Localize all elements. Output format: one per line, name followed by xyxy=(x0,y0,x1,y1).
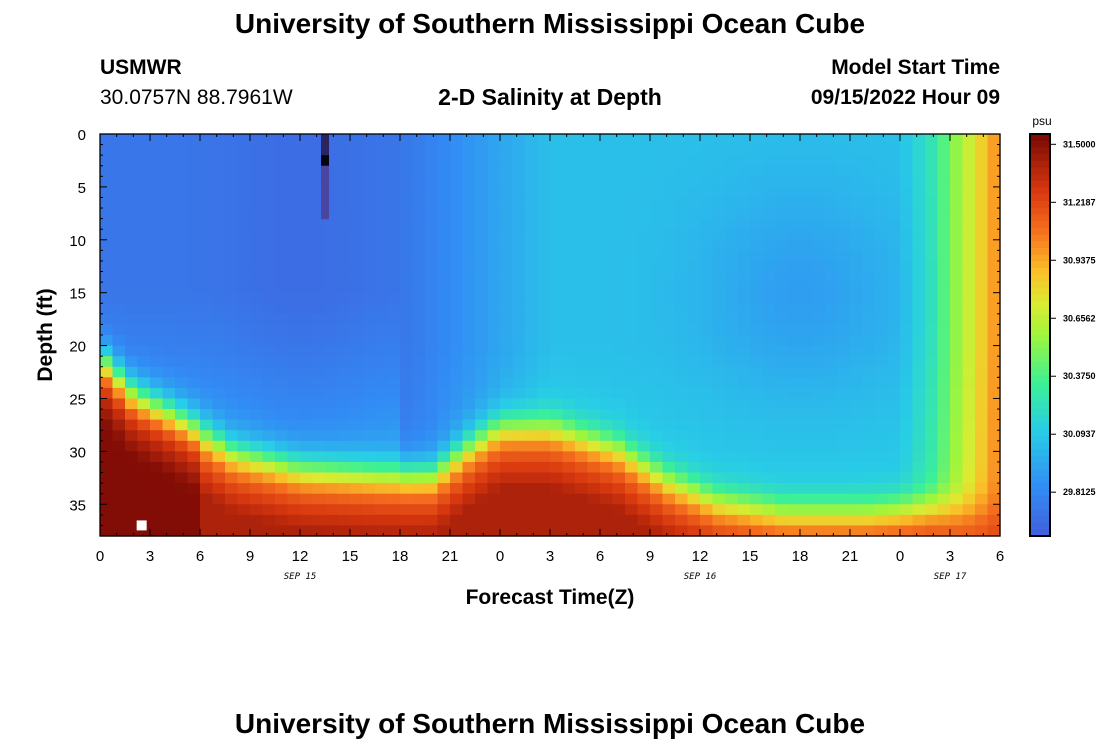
x-axis-date-labels: SEP 15 SEP 16 SEP 17 xyxy=(284,572,967,582)
x-tick-label: 9 xyxy=(646,548,654,565)
x-tick-label: 6 xyxy=(196,548,204,565)
y-axis-ticks xyxy=(100,133,1000,537)
y-tick-label: 0 xyxy=(78,127,86,144)
y-axis-label: Depth (ft) xyxy=(34,288,57,381)
x-tick-label: 15 xyxy=(742,548,759,565)
x-tick-label: 3 xyxy=(546,548,554,565)
y-tick-label: 15 xyxy=(69,286,86,303)
x-tick-label: 15 xyxy=(342,548,359,565)
colorbar-tick-label: 31.5000 xyxy=(1063,139,1096,149)
x-tick-label: 3 xyxy=(146,548,154,565)
anomaly-cell xyxy=(321,186,329,199)
anomaly-cell xyxy=(321,155,329,167)
salinity-heatmap-chart: 0 3 6 9 12 15 18 21 0 3 6 9 12 15 18 21 0 3 6 0 5 10 15 20 25 30… xyxy=(34,114,1096,609)
x-axis-ticks xyxy=(99,134,1001,536)
x-tick-label: 18 xyxy=(792,548,809,565)
colorbar-unit: psu xyxy=(1032,114,1051,128)
colorbar-tick-label: 30.3750 xyxy=(1063,371,1096,381)
y-axis-tick-labels: 0 5 10 15 20 25 30 35 xyxy=(69,127,86,514)
x-date-label: SEP 16 xyxy=(684,572,717,582)
x-axis-tick-labels: 0 3 6 9 12 15 18 21 0 3 6 9 12 15 18 21 0 3 6 xyxy=(96,548,1004,565)
x-tick-label: 12 xyxy=(292,548,309,565)
y-tick-label: 10 xyxy=(69,233,86,250)
y-tick-label: 30 xyxy=(69,444,86,461)
model-start-value: 09/15/2022 Hour 09 xyxy=(810,86,1000,109)
colorbar-frame xyxy=(1029,133,1051,537)
anomaly-cell xyxy=(321,144,329,156)
anomaly-cell xyxy=(321,208,329,220)
colorbar-tick-label: 31.2187 xyxy=(1063,197,1096,207)
chart-subtitle: 2-D Salinity at Depth xyxy=(438,84,662,110)
x-tick-label: 0 xyxy=(96,548,104,565)
y-tick-label: 35 xyxy=(69,497,86,514)
anomaly-cell xyxy=(321,176,329,188)
colorbar-gradient xyxy=(1030,134,1050,537)
x-tick-label: 9 xyxy=(246,548,254,565)
page-title: University of Southern Mississippi Ocean… xyxy=(234,8,866,39)
x-tick-label: 6 xyxy=(596,548,604,565)
anomaly-cell xyxy=(321,134,329,146)
x-date-label: SEP 15 xyxy=(284,572,317,582)
x-tick-label: 12 xyxy=(692,548,709,565)
x-tick-label: 6 xyxy=(996,548,1004,565)
x-axis-label: Forecast Time(Z) xyxy=(466,586,635,609)
colorbar-tick-label: 30.0937 xyxy=(1063,429,1096,439)
x-tick-label: 18 xyxy=(392,548,409,565)
x-date-label: SEP 17 xyxy=(934,572,967,582)
model-start-label: Model Start Time xyxy=(831,56,1000,79)
station-name: USMWR xyxy=(100,56,182,79)
x-tick-label: 21 xyxy=(842,548,859,565)
y-tick-label: 20 xyxy=(69,339,86,356)
colorbar-tick-label: 29.8125 xyxy=(1063,487,1096,497)
y-tick-label: 25 xyxy=(69,391,86,408)
station-coordinates: 30.0757N 88.7961W xyxy=(100,86,293,109)
colorbar-tick-label: 30.9375 xyxy=(1063,255,1096,265)
heatmap-cells xyxy=(100,134,1001,537)
colorbar-tick-label: 30.6562 xyxy=(1063,313,1096,323)
x-tick-label: 21 xyxy=(442,548,459,565)
x-tick-label: 0 xyxy=(496,548,504,565)
y-tick-label: 5 xyxy=(78,180,86,197)
x-tick-label: 3 xyxy=(946,548,954,565)
x-tick-label: 0 xyxy=(896,548,904,565)
anomaly-cell xyxy=(321,165,329,177)
footer-title: University of Southern Mississippi Ocean… xyxy=(234,708,866,739)
missing-data-cell xyxy=(136,520,147,531)
anomaly-cell xyxy=(321,197,329,209)
colorbar-tick-labels: 31.5000 31.2187 30.9375 30.6562 30.3750 30.09… xyxy=(1050,139,1096,497)
